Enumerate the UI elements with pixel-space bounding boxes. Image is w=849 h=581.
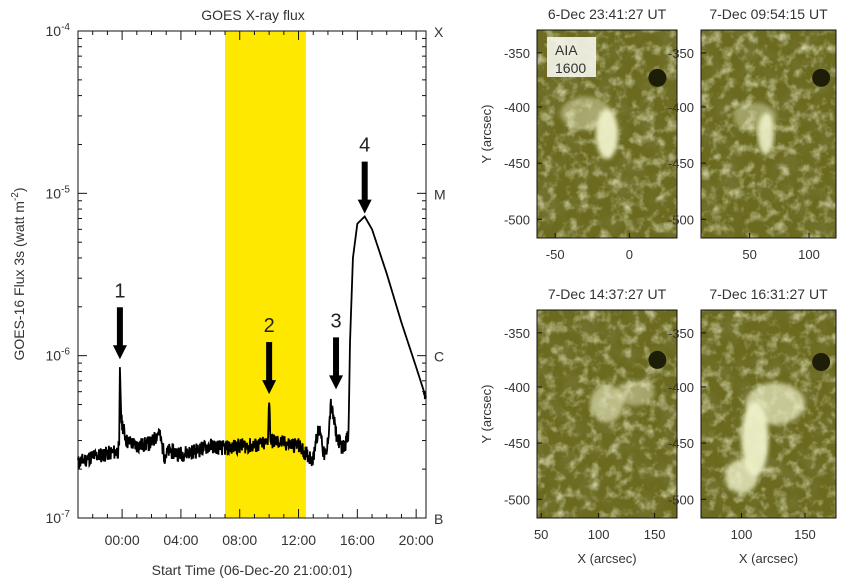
y-axis-label: Y (arcsec) <box>479 105 494 164</box>
brightening <box>725 459 758 494</box>
aia-panel-2: 7-Dec 09:54:15 UT -350 -400 -450 -500 50 100 <box>668 6 837 262</box>
x-tick-label: 08:00 <box>222 532 257 548</box>
sunspot <box>648 68 667 87</box>
x-tick-label: 100 <box>588 527 610 542</box>
flare-arrow-2: 2 <box>262 315 277 395</box>
aia-panel-1: 6-Dec 23:41:27 UT-350-400-450-500-50 0Y (… <box>479 6 678 262</box>
flare-number: 4 <box>359 135 370 157</box>
panel-title: 6-Dec 23:41:27 UT <box>548 6 667 22</box>
panel-frame <box>700 309 837 519</box>
panel-title: 7-Dec 16:31:27 UT <box>709 286 828 302</box>
brightening <box>590 384 624 423</box>
y-tick-label: -500 <box>504 212 530 227</box>
x-tick-label: 0 <box>626 247 633 262</box>
flux-line <box>77 215 427 469</box>
aia-panel-3: 7-Dec 14:37:27 UT -350 -400 -450 -500 50 100 15… <box>479 286 678 566</box>
x-axis-label: X (arcsec) <box>739 551 798 566</box>
flare-arrow-4: 4 <box>357 135 372 214</box>
flare-class-label: B <box>434 511 443 527</box>
y-tick-label: -450 <box>668 156 694 171</box>
x-tick-label: 00:00 <box>105 532 140 548</box>
instrument-label: AIA 1600 <box>547 37 596 77</box>
x-axis-label: X (arcsec) <box>577 551 636 566</box>
panel-frame <box>700 29 837 239</box>
aia-panel-4: 7-Dec 16:31:27 UT -350 -400 -450 -500 100 150 X… <box>668 286 837 566</box>
brightening <box>745 382 805 425</box>
flare-class-label: X <box>434 24 444 40</box>
x-tick-label: 04:00 <box>163 532 198 548</box>
brightening <box>560 96 612 130</box>
goes-chart: GOES X-ray flux 00:00 04:00 08:00 12:00 16:0… <box>10 7 446 578</box>
x-tick-label: 12:00 <box>281 532 316 548</box>
panel-title: 7-Dec 09:54:15 UT <box>709 6 828 22</box>
y-tick-label: -350 <box>504 326 530 341</box>
sunspot <box>812 68 831 87</box>
flux-curve <box>77 215 427 469</box>
panel-frame <box>536 309 678 519</box>
y-tick-label: -450 <box>504 436 530 451</box>
y-tick-label: -500 <box>668 212 694 227</box>
axis-ticks: 00:00 04:00 08:00 12:00 16:00 20:00 10-7 B 10-6 C… <box>46 22 446 548</box>
sunspot <box>648 350 667 369</box>
y-tick-label: -450 <box>504 156 530 171</box>
y-tick-label: -350 <box>504 46 530 61</box>
y-tick-label: -500 <box>668 492 694 507</box>
flare-arrow-3: 3 <box>329 310 344 390</box>
x-tick-label: 16:00 <box>340 532 375 548</box>
x-tick-label: 50 <box>534 527 548 542</box>
x-tick-label: 150 <box>644 527 666 542</box>
y-tick-label: 10-6 <box>46 347 71 364</box>
highlight-band <box>225 31 306 518</box>
y-axis-label: Y (arcsec) <box>479 385 494 444</box>
flare-number: 3 <box>330 310 341 332</box>
flare-class-label: M <box>434 186 446 202</box>
y-tick-label: -400 <box>504 380 530 395</box>
chart-title: GOES X-ray flux <box>201 7 304 23</box>
y-tick-label: 10-4 <box>46 22 71 39</box>
x-tick-label: 150 <box>794 527 816 542</box>
y-tick-label: -500 <box>504 492 530 507</box>
flare-arrow-1: 1 <box>112 280 127 360</box>
x-tick-label: 100 <box>731 527 753 542</box>
x-tick-label: 50 <box>742 247 756 262</box>
instrument-label-line2: 1600 <box>555 60 586 76</box>
x-tick-label: 100 <box>798 247 820 262</box>
y-tick-label: -450 <box>668 436 694 451</box>
y-tick-label: -400 <box>504 100 530 115</box>
x-tick-label: -50 <box>546 247 565 262</box>
y-tick-label: -400 <box>668 100 694 115</box>
flare-class-label: C <box>434 349 444 365</box>
y-tick-label: 10-7 <box>46 509 71 526</box>
plot-frame <box>77 30 427 519</box>
panel-title: 7-Dec 14:37:27 UT <box>548 286 667 302</box>
y-tick-label: -400 <box>668 380 694 395</box>
panel-frame <box>536 29 678 239</box>
y-tick-label: -350 <box>668 46 694 61</box>
instrument-label-line1: AIA <box>555 42 578 58</box>
flare-number: 2 <box>264 315 275 337</box>
flare-number: 1 <box>114 280 125 302</box>
brightening <box>615 380 655 406</box>
y-tick-label: -350 <box>668 326 694 341</box>
x-tick-label: 20:00 <box>399 532 434 548</box>
aia-image-grid: 6-Dec 23:41:27 UT-350-400-450-500-50 0Y (… <box>479 6 837 566</box>
x-axis-label: Start Time (06-Dec-20 21:00:01) <box>152 562 353 578</box>
sunspot <box>812 353 831 371</box>
flare-arrows: 1 2 3 4 <box>112 135 372 395</box>
y-axis-label: GOES-16 Flux 3s (watt m-2) <box>10 187 27 360</box>
y-tick-label: 10-5 <box>46 184 71 201</box>
brightening <box>733 102 777 132</box>
